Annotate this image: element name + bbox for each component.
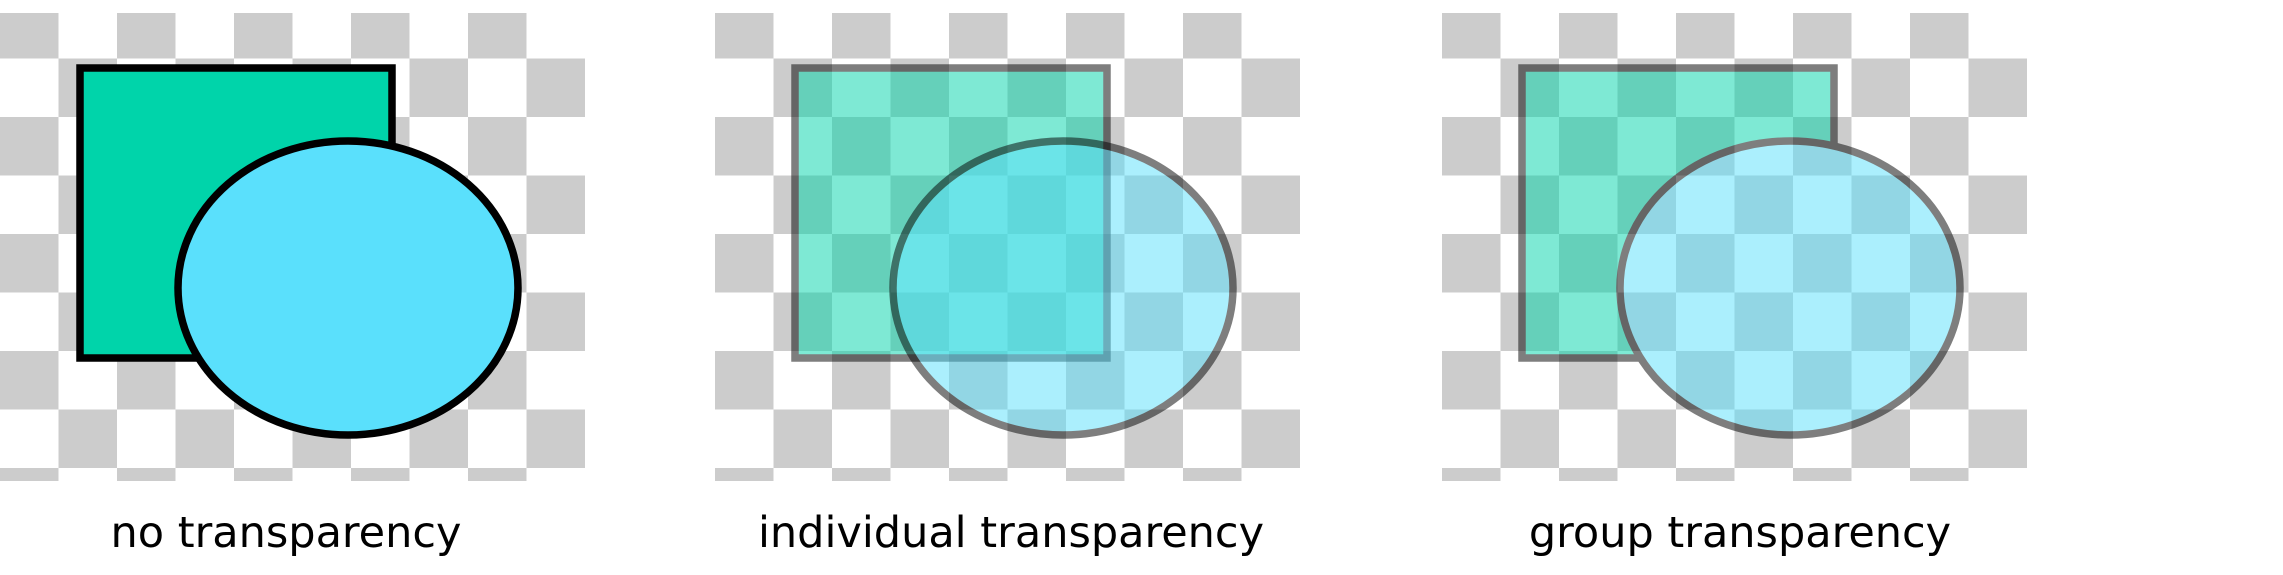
panel-group-transparency — [1442, 13, 2027, 481]
shape-group — [791, 64, 1237, 439]
circle-shape — [889, 137, 1237, 439]
shape-group — [76, 64, 522, 439]
panel-no-transparency — [0, 13, 585, 481]
circle-shape — [1616, 137, 1964, 439]
caption-no-transparency: no transparency — [110, 508, 462, 558]
caption-individual-transparency: individual transparency — [757, 508, 1265, 558]
panel-individual-transparency — [715, 13, 1300, 481]
circle-shape — [174, 137, 522, 439]
shape-group — [1518, 64, 1964, 439]
caption-group-transparency: group transparency — [1528, 508, 1952, 558]
